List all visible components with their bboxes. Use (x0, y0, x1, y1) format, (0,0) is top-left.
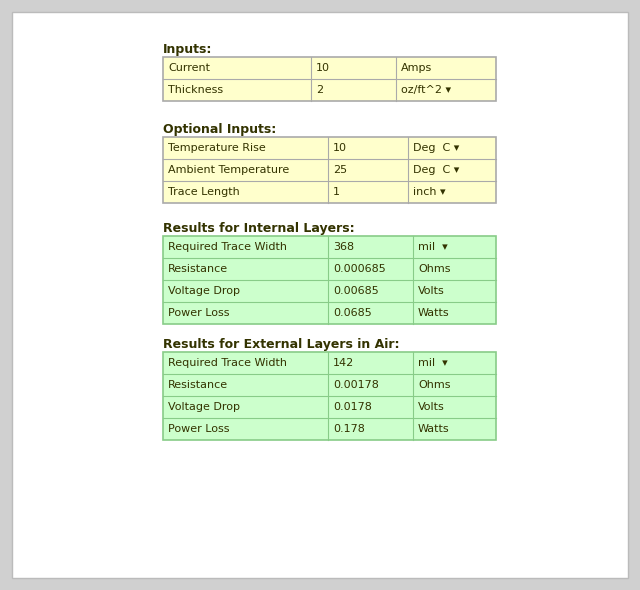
Text: Power Loss: Power Loss (168, 424, 230, 434)
Text: Ambient Temperature: Ambient Temperature (168, 165, 289, 175)
Bar (163, 236, 496, 324)
Bar (163, 418, 496, 440)
Text: Watts: Watts (418, 308, 450, 318)
Text: Optional Inputs:: Optional Inputs: (163, 123, 276, 136)
Text: Voltage Drop: Voltage Drop (168, 286, 240, 296)
Text: Watts: Watts (418, 424, 450, 434)
Bar (163, 352, 496, 440)
Bar (163, 137, 496, 203)
Bar (163, 159, 496, 181)
Text: Results for Internal Layers:: Results for Internal Layers: (163, 222, 355, 235)
Text: Current: Current (168, 63, 210, 73)
Text: Volts: Volts (418, 286, 445, 296)
Text: 0.0178: 0.0178 (333, 402, 372, 412)
Bar (163, 137, 496, 159)
Text: Results for External Layers in Air:: Results for External Layers in Air: (163, 338, 399, 351)
Text: 10: 10 (333, 143, 347, 153)
Text: Trace Length: Trace Length (168, 187, 240, 197)
Text: Deg  C ▾: Deg C ▾ (413, 165, 460, 175)
Bar (163, 236, 496, 258)
Bar (163, 57, 496, 101)
Text: Power Loss: Power Loss (168, 308, 230, 318)
Text: Ohms: Ohms (418, 380, 451, 390)
Bar (163, 396, 496, 418)
Text: Ohms: Ohms (418, 264, 451, 274)
Bar (163, 302, 496, 324)
Text: mil  ▾: mil ▾ (418, 242, 448, 252)
Bar (163, 57, 496, 79)
Text: Thickness: Thickness (168, 85, 223, 95)
Text: Inputs:: Inputs: (163, 43, 212, 56)
Bar (163, 374, 496, 396)
Text: 0.178: 0.178 (333, 424, 365, 434)
Text: Amps: Amps (401, 63, 432, 73)
Text: 2: 2 (316, 85, 323, 95)
Text: mil  ▾: mil ▾ (418, 358, 448, 368)
Text: Resistance: Resistance (168, 380, 228, 390)
Text: 0.00685: 0.00685 (333, 286, 379, 296)
Text: 1: 1 (333, 187, 340, 197)
Text: 10: 10 (316, 63, 330, 73)
Text: oz/ft^2 ▾: oz/ft^2 ▾ (401, 85, 451, 95)
Text: 0.000685: 0.000685 (333, 264, 386, 274)
Text: 368: 368 (333, 242, 354, 252)
Text: Resistance: Resistance (168, 264, 228, 274)
Text: 0.00178: 0.00178 (333, 380, 379, 390)
Text: 25: 25 (333, 165, 347, 175)
Bar (163, 258, 496, 280)
Text: Temperature Rise: Temperature Rise (168, 143, 266, 153)
Bar (163, 79, 496, 101)
Text: inch ▾: inch ▾ (413, 187, 445, 197)
Text: Required Trace Width: Required Trace Width (168, 242, 287, 252)
Text: 142: 142 (333, 358, 355, 368)
Text: Deg  C ▾: Deg C ▾ (413, 143, 460, 153)
Text: Volts: Volts (418, 402, 445, 412)
Text: Voltage Drop: Voltage Drop (168, 402, 240, 412)
Bar (163, 280, 496, 302)
Text: 0.0685: 0.0685 (333, 308, 372, 318)
Text: Required Trace Width: Required Trace Width (168, 358, 287, 368)
Bar (163, 181, 496, 203)
Bar (163, 352, 496, 374)
